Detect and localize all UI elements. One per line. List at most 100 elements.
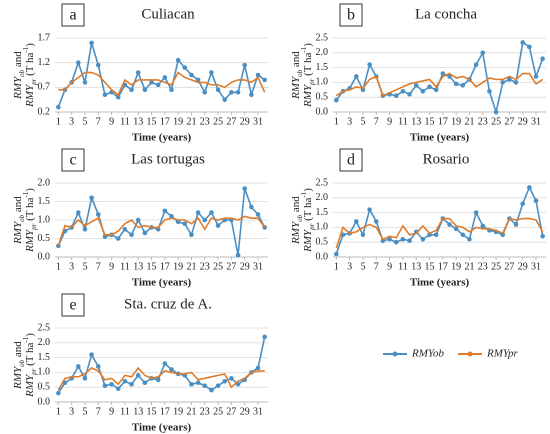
marker xyxy=(507,77,512,82)
y-axis-label-part: ) xyxy=(24,333,36,337)
panel-letter: e xyxy=(69,297,76,314)
marker xyxy=(215,383,221,389)
x-tick-label: 13 xyxy=(411,261,421,272)
y-tick-label: 1.0 xyxy=(38,367,51,378)
marker xyxy=(527,44,532,50)
marker xyxy=(135,373,141,378)
y-axis-label-part: RMY xyxy=(24,373,36,398)
y-axis-label-part: ob xyxy=(296,69,304,77)
x-tick-label: 9 xyxy=(109,261,114,272)
marker xyxy=(169,367,174,372)
marker xyxy=(235,252,241,258)
marker xyxy=(129,381,134,387)
marker xyxy=(420,236,426,242)
legend-label: RMYpr xyxy=(486,348,518,360)
x-tick-label: 1 xyxy=(56,116,61,127)
marker xyxy=(169,214,174,219)
marker xyxy=(262,77,267,83)
y-tick-label: 0.0 xyxy=(38,251,51,262)
marker xyxy=(89,195,94,201)
marker xyxy=(453,81,459,87)
y-axis-label-part: (T ha xyxy=(24,197,36,223)
x-axis-label: Time (years) xyxy=(132,422,192,434)
marker xyxy=(182,65,188,70)
y-axis-label: RMYpr (T ha-1) xyxy=(22,333,38,398)
y-axis-label-part: (T ha xyxy=(24,342,36,368)
y-axis-label-part: RMY xyxy=(290,220,302,245)
y-axis-label: RMYpr (T ha-1) xyxy=(300,43,316,108)
x-tick-label: 13 xyxy=(133,406,143,417)
marker xyxy=(334,97,339,103)
marker xyxy=(155,82,161,88)
marker xyxy=(500,80,506,85)
x-tick-label: 5 xyxy=(82,406,87,417)
marker xyxy=(209,210,214,215)
y-axis-label: RMYob and xyxy=(290,51,304,100)
y-axis-label-part: ob xyxy=(18,69,26,77)
x-tick-label: 9 xyxy=(109,406,114,417)
marker xyxy=(189,232,194,238)
y-tick-label: 0.5 xyxy=(316,91,329,102)
y-axis-label: RMYpr (T ha-1) xyxy=(22,43,38,108)
marker xyxy=(82,80,88,85)
x-tick-label: 7 xyxy=(374,261,379,272)
marker xyxy=(75,364,81,369)
marker xyxy=(340,232,346,238)
marker xyxy=(413,83,419,88)
marker xyxy=(162,75,168,80)
marker xyxy=(149,80,154,85)
marker xyxy=(135,217,141,223)
marker xyxy=(533,198,539,204)
marker xyxy=(82,376,88,381)
marker xyxy=(493,109,499,115)
y-axis-label-part: ) xyxy=(302,188,314,192)
x-tick-label: 17 xyxy=(160,261,170,272)
marker xyxy=(135,70,141,75)
panel-letter: a xyxy=(69,7,76,24)
y-tick-label: 2.0 xyxy=(38,337,51,348)
marker xyxy=(527,185,532,190)
marker xyxy=(407,91,412,97)
marker xyxy=(89,40,94,46)
y-axis-label-part: pr xyxy=(30,223,38,231)
marker xyxy=(540,56,545,62)
y-tick-label: 1.7 xyxy=(38,32,51,43)
y-axis-label-part: RMY xyxy=(302,228,314,253)
marker xyxy=(249,92,254,98)
marker xyxy=(202,383,208,389)
marker xyxy=(353,219,359,224)
x-tick-label: 21 xyxy=(464,261,474,272)
marker xyxy=(480,223,486,229)
marker xyxy=(242,62,248,68)
x-tick-label: 29 xyxy=(518,116,528,127)
marker xyxy=(249,204,254,210)
series-line xyxy=(57,366,265,391)
marker xyxy=(195,380,201,386)
panel-letter: c xyxy=(69,152,76,169)
y-tick-label: 0.5 xyxy=(38,381,51,392)
marker xyxy=(453,226,459,232)
y-axis-label-part: -1 xyxy=(300,46,308,52)
y-tick-label: 1.0 xyxy=(316,77,329,88)
marker xyxy=(209,387,214,393)
y-tick-label: 1.0 xyxy=(38,214,51,225)
marker xyxy=(195,77,201,83)
x-tick-label: 9 xyxy=(387,261,392,272)
y-axis-label-part: RMY xyxy=(24,228,36,253)
marker xyxy=(467,236,472,242)
x-tick-label: 23 xyxy=(200,261,210,272)
y-axis-label-part: -1 xyxy=(22,46,30,52)
y-tick-label: 0.0 xyxy=(316,106,329,117)
x-tick-label: 27 xyxy=(504,261,514,272)
x-tick-label: 13 xyxy=(133,261,143,272)
y-tick-label: 1.2 xyxy=(38,57,51,68)
y-tick-label: 2.0 xyxy=(38,177,51,188)
marker xyxy=(102,92,108,98)
x-tick-label: 31 xyxy=(253,116,263,127)
marker xyxy=(215,87,221,93)
marker xyxy=(460,83,466,88)
marker xyxy=(222,378,228,384)
marker xyxy=(513,222,519,227)
marker xyxy=(367,207,372,212)
